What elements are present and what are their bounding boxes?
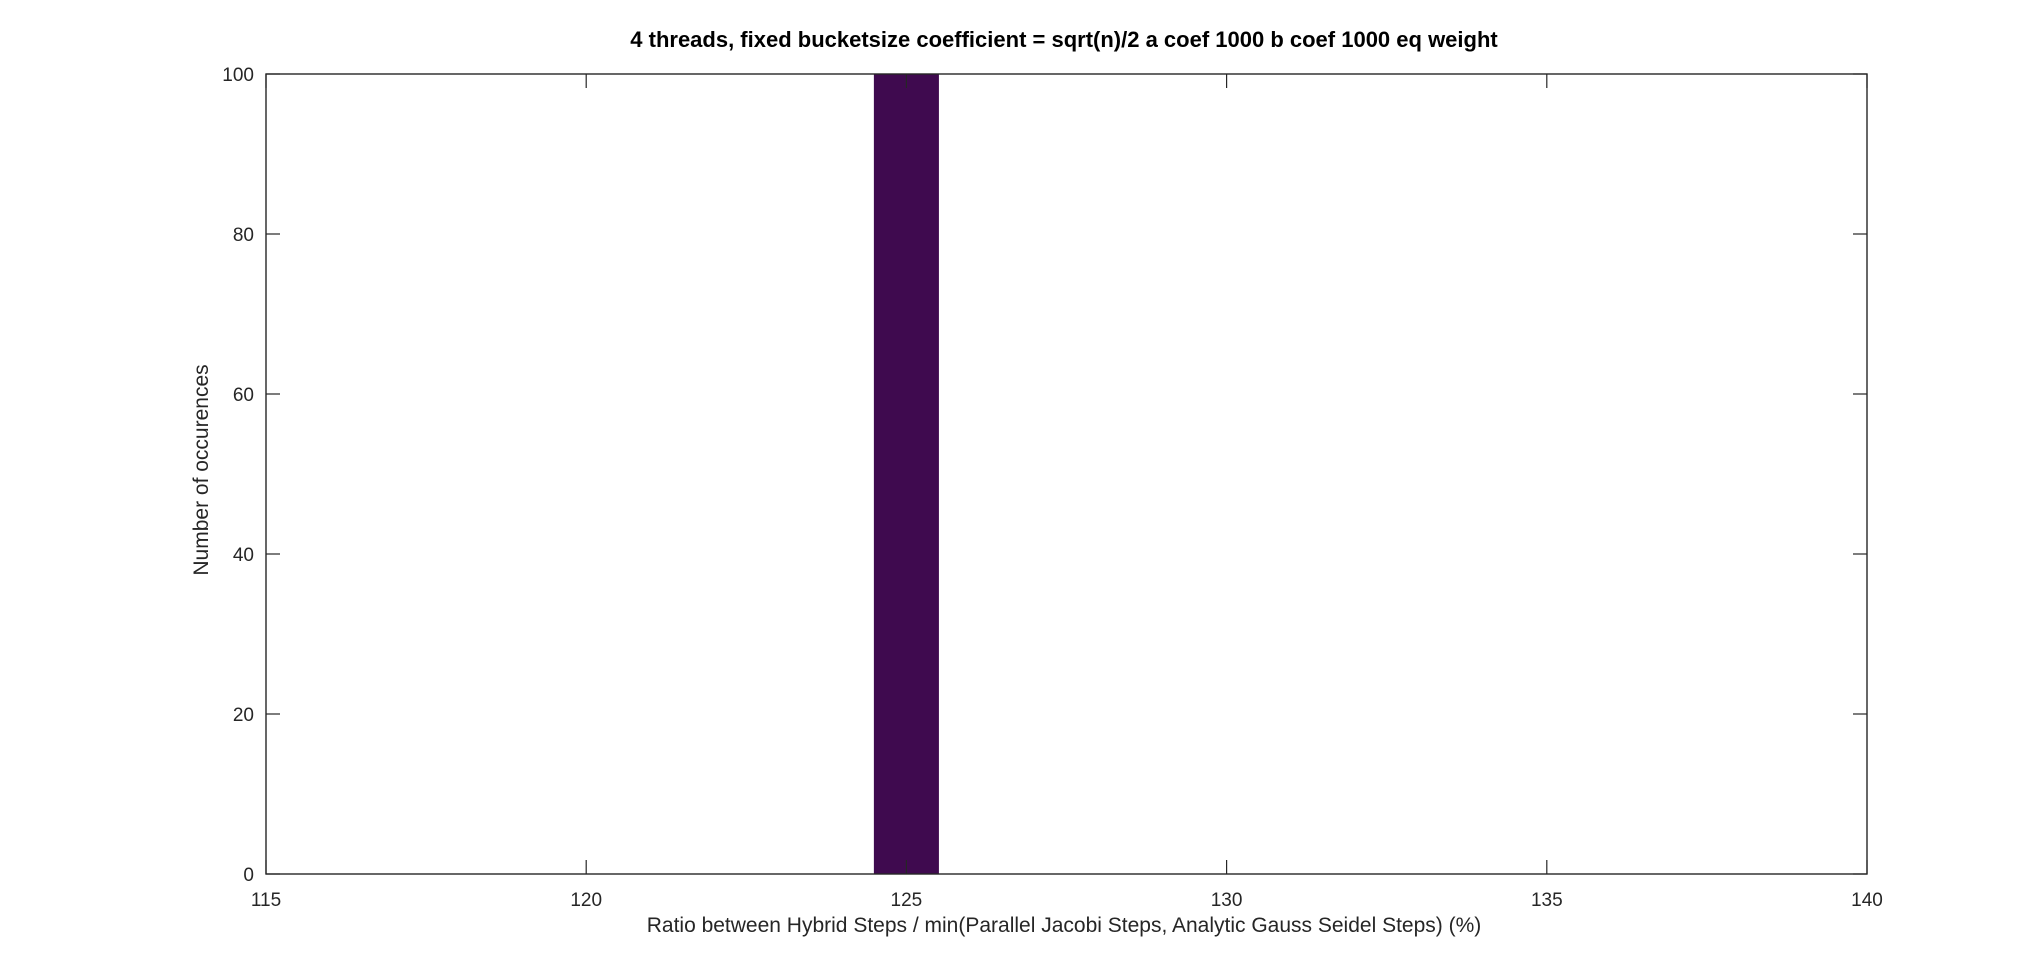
x-tick-label: 125 <box>891 890 923 911</box>
plot-frame <box>265 73 1868 875</box>
chart-title: 4 threads, fixed bucketsize coefficient … <box>630 27 1498 52</box>
x-tick-label: 120 <box>570 890 602 911</box>
bars-layer <box>873 73 939 875</box>
y-tick-label: 40 <box>233 545 254 566</box>
y-tick-label: 60 <box>233 385 254 406</box>
y-tick-label: 100 <box>222 65 254 86</box>
x-tick-label: 135 <box>1531 890 1563 911</box>
x-tick-label: 115 <box>251 890 281 911</box>
y-tick-label: 0 <box>243 865 254 886</box>
y-tick-label: 20 <box>233 705 254 726</box>
x-tick-label: 140 <box>1851 890 1883 911</box>
y-tick-label: 80 <box>233 225 254 246</box>
histogram-bar-0 <box>873 73 939 875</box>
ticks-layer: 115 120 125 130 135 140 0 20 40 60 80 100 <box>222 65 1883 911</box>
x-axis-title: Ratio between Hybrid Steps / min(Paralle… <box>647 914 1482 937</box>
y-axis-title: Number of occurences <box>190 364 213 575</box>
x-tick-label: 130 <box>1211 890 1243 911</box>
